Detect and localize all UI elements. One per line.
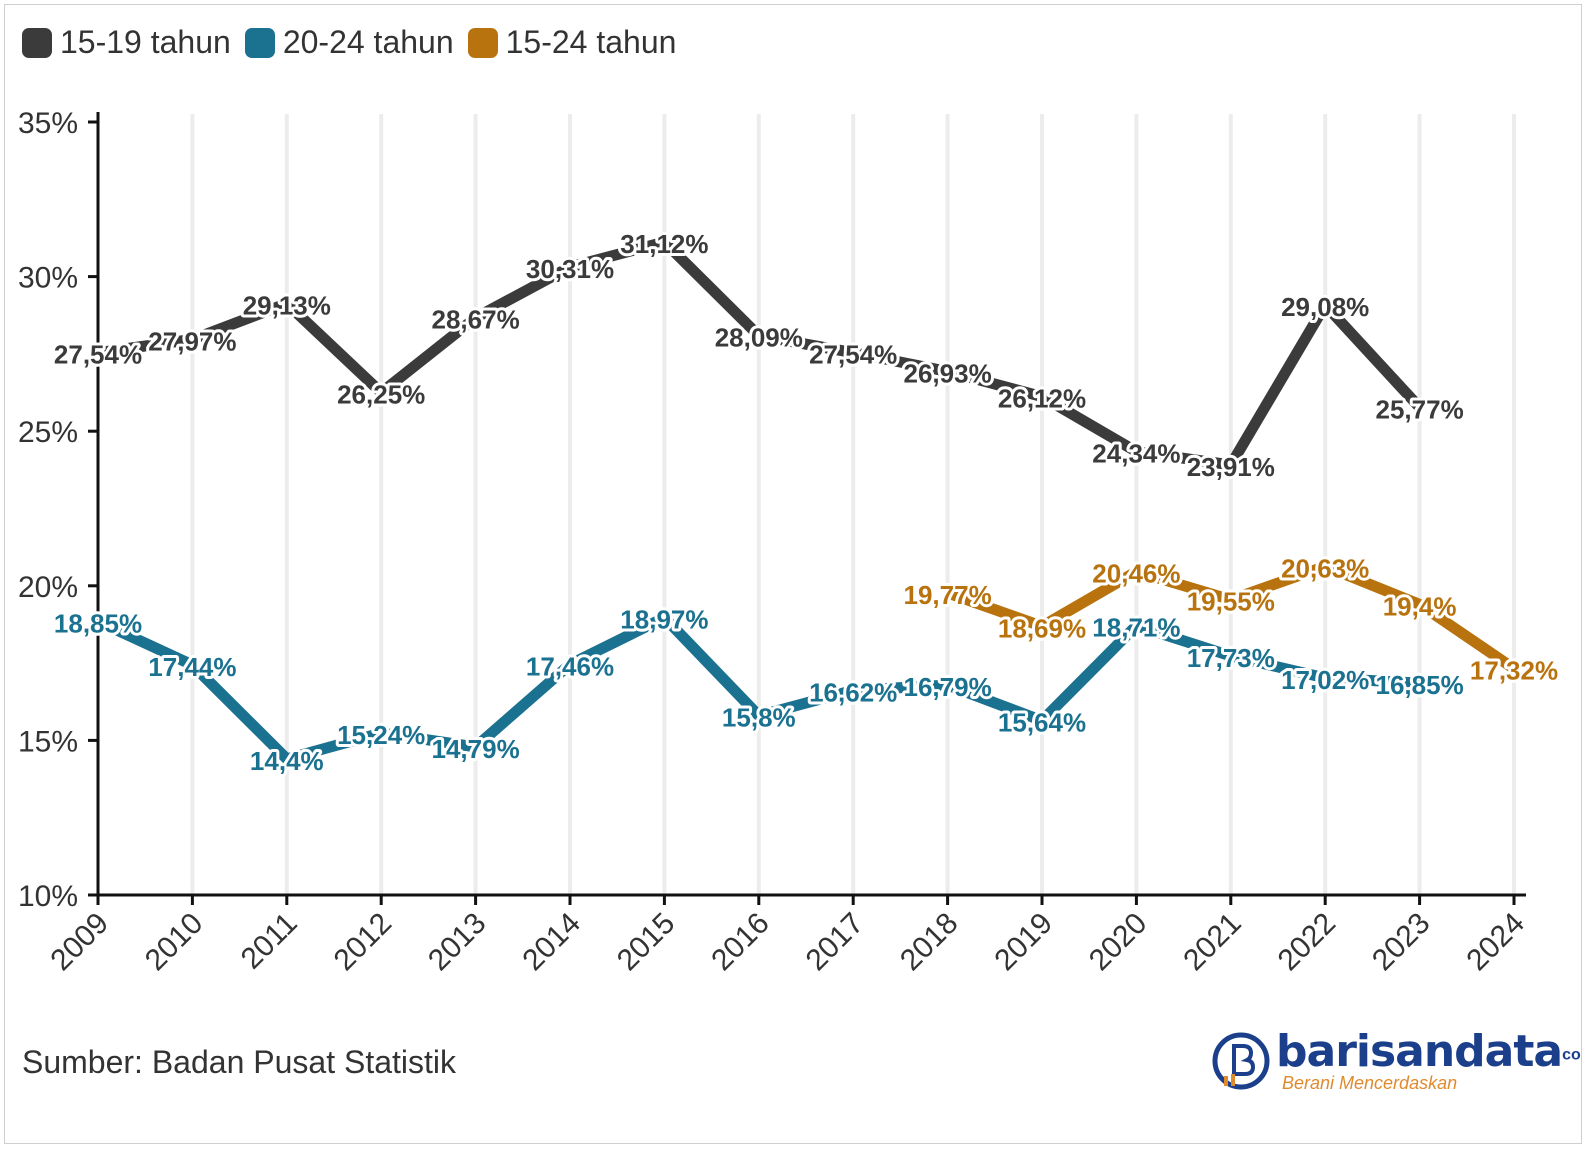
legend-item-15-19[interactable]: 15-19 tahun bbox=[22, 24, 231, 61]
series-line bbox=[945, 560, 1518, 674]
x-tick-label: 2011 bbox=[235, 907, 304, 976]
data-label: 20,46% bbox=[1092, 559, 1180, 589]
x-tick-label: 2012 bbox=[328, 907, 399, 978]
data-label: 27,54% bbox=[809, 340, 897, 370]
data-label: 17,32% bbox=[1470, 656, 1558, 686]
data-label: 15,64% bbox=[998, 708, 1086, 738]
data-label: 27,54% bbox=[54, 340, 142, 370]
y-tick-label: 30% bbox=[18, 262, 78, 295]
data-label: 24,34% bbox=[1092, 439, 1180, 469]
legend-label: 20-24 tahun bbox=[282, 24, 454, 60]
x-tick-label: 2009 bbox=[44, 907, 115, 978]
x-tick-label: 2024 bbox=[1460, 907, 1531, 978]
data-label: 29,13% bbox=[243, 291, 331, 321]
logo-tagline: Berani Mencerdaskan bbox=[1282, 1073, 1458, 1093]
data-label: 17,73% bbox=[1187, 643, 1275, 673]
x-tick-label: 2014 bbox=[516, 907, 587, 978]
x-tick-label: 2022 bbox=[1272, 907, 1343, 978]
x-tick-label: 2021 bbox=[1177, 907, 1248, 978]
data-label: 19,55% bbox=[1187, 587, 1275, 617]
data-label: 14,4% bbox=[250, 746, 324, 776]
data-label: 18,85% bbox=[54, 608, 142, 638]
data-label: 15,24% bbox=[337, 720, 425, 750]
x-tick-label: 2019 bbox=[988, 907, 1059, 978]
series-line bbox=[95, 610, 1420, 766]
data-label: 28,09% bbox=[715, 323, 803, 353]
data-label: 19,77% bbox=[904, 580, 992, 610]
data-label: 18,69% bbox=[998, 613, 1086, 643]
data-label: 17,46% bbox=[526, 651, 614, 681]
data-label: 17,44% bbox=[148, 652, 236, 682]
legend-swatch bbox=[244, 27, 275, 58]
x-tick-label: 2015 bbox=[611, 907, 682, 978]
legend-item-15-24[interactable]: 15-24 tahun bbox=[467, 24, 677, 61]
legend-label: 15-19 tahun bbox=[60, 24, 231, 60]
series-line bbox=[97, 235, 1424, 471]
y-tick-label: 10% bbox=[18, 880, 78, 913]
data-label: 31,12% bbox=[620, 229, 708, 259]
data-label: 18,97% bbox=[620, 605, 708, 635]
data-label: 16,62% bbox=[809, 677, 897, 707]
legend-swatch bbox=[467, 27, 498, 58]
data-label: 29,08% bbox=[1281, 292, 1369, 322]
brand-logo: barisandataco Berani Mencerdaskan bbox=[1212, 1030, 1581, 1092]
x-tick-label: 2020 bbox=[1083, 907, 1154, 978]
legend: 15-19 tahun 20-24 tahun 15-24 tahun bbox=[22, 24, 676, 61]
x-tick-label: 2010 bbox=[139, 907, 210, 978]
data-label: 16,79% bbox=[904, 672, 992, 702]
data-label: 16,85% bbox=[1376, 670, 1464, 700]
data-label: 26,12% bbox=[998, 384, 1086, 414]
data-label: 26,93% bbox=[904, 359, 992, 389]
data-label: 26,25% bbox=[337, 380, 425, 410]
data-label: 27,97% bbox=[148, 326, 236, 356]
source-note: Sumber: Badan Pusat Statistik bbox=[22, 1044, 456, 1080]
data-label: 23,91% bbox=[1187, 452, 1275, 482]
data-label: 14,79% bbox=[432, 734, 520, 764]
x-tick-label: 2018 bbox=[894, 907, 965, 978]
legend-item-20-24[interactable]: 20-24 tahun bbox=[244, 24, 454, 61]
logo-suffix: co bbox=[1562, 1046, 1581, 1064]
x-tick-label: 2023 bbox=[1366, 907, 1437, 978]
legend-swatch bbox=[22, 27, 52, 58]
x-tick-label: 2016 bbox=[705, 907, 776, 978]
y-tick-label: 15% bbox=[18, 725, 78, 758]
y-tick-label: 25% bbox=[18, 416, 78, 449]
data-label: 19,4% bbox=[1383, 591, 1457, 621]
logo-name: barisandata bbox=[1276, 1026, 1563, 1077]
legend-label: 15-24 tahun bbox=[505, 24, 677, 60]
data-label: 18,71% bbox=[1092, 613, 1180, 643]
y-tick-label: 20% bbox=[18, 571, 78, 604]
logo-mark-icon bbox=[1212, 1032, 1270, 1090]
data-label: 28,67% bbox=[432, 305, 520, 335]
data-label: 30,31% bbox=[526, 254, 614, 284]
data-label: 17,02% bbox=[1281, 665, 1369, 695]
data-label: 15,8% bbox=[722, 703, 796, 733]
data-label: 25,77% bbox=[1376, 394, 1464, 424]
x-tick-label: 2017 bbox=[800, 907, 871, 978]
data-label: 20,63% bbox=[1281, 553, 1369, 583]
x-tick-label: 2013 bbox=[422, 907, 493, 978]
y-tick-label: 35% bbox=[18, 107, 78, 140]
